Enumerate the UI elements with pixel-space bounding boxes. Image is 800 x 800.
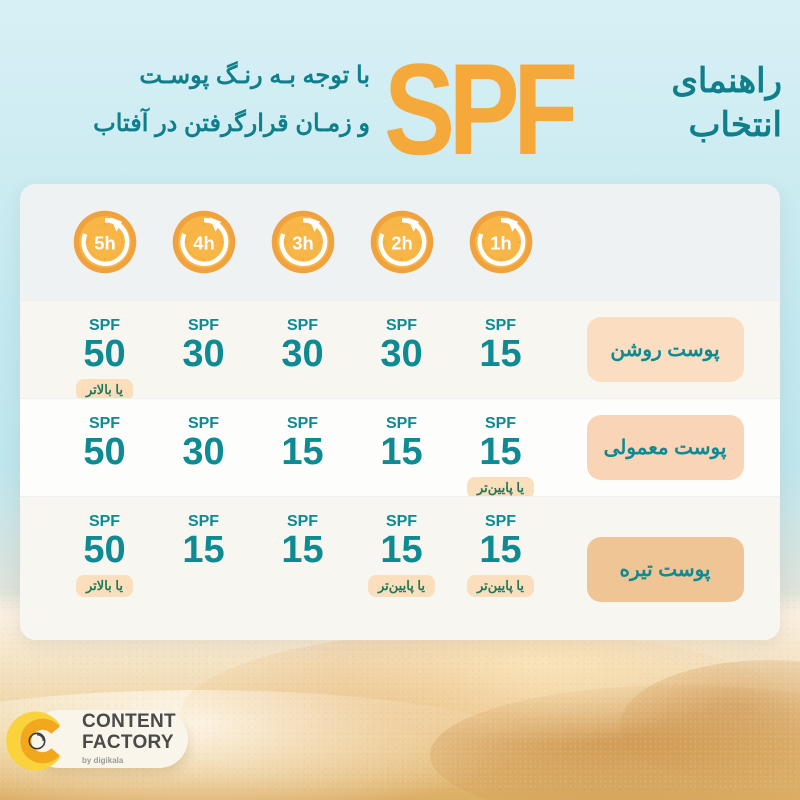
svg-text:4h: 4h <box>193 232 214 253</box>
svg-text:5h: 5h <box>94 232 115 253</box>
svg-text:3h: 3h <box>292 232 313 253</box>
svg-text:1h: 1h <box>490 232 511 253</box>
svg-text:2h: 2h <box>391 232 412 253</box>
